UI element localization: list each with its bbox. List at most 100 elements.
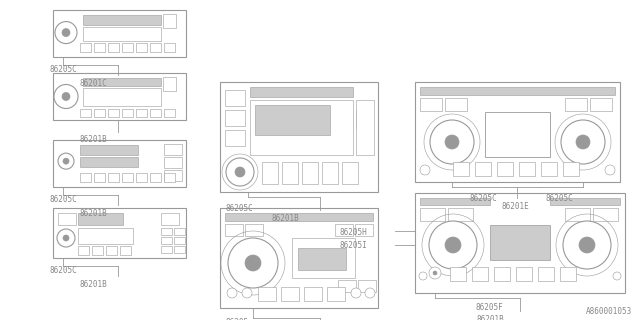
Bar	[338, 280, 356, 292]
Circle shape	[245, 255, 261, 271]
Bar	[164, 157, 182, 168]
Circle shape	[420, 165, 430, 175]
Bar	[250, 100, 353, 155]
Text: 86205C: 86205C	[470, 194, 498, 203]
Bar	[163, 14, 176, 28]
Bar	[420, 87, 615, 95]
Bar	[415, 82, 620, 182]
Bar	[590, 98, 612, 111]
Bar	[92, 246, 103, 255]
Bar	[519, 162, 535, 176]
Bar	[335, 224, 353, 236]
Text: 86201E: 86201E	[502, 202, 530, 211]
Bar	[122, 109, 133, 117]
Text: 86205C: 86205C	[545, 194, 573, 203]
Bar	[94, 173, 105, 182]
Bar	[83, 88, 161, 106]
Bar	[78, 246, 89, 255]
Bar	[245, 224, 263, 236]
Text: 86205C: 86205C	[50, 195, 77, 204]
Bar	[83, 27, 161, 41]
Bar	[106, 246, 117, 255]
Bar	[94, 43, 105, 52]
Bar	[80, 43, 91, 52]
Circle shape	[561, 120, 605, 164]
Bar	[108, 43, 119, 52]
Circle shape	[226, 158, 254, 186]
Bar	[122, 173, 133, 182]
Bar	[355, 224, 373, 236]
Text: 86201B: 86201B	[476, 315, 504, 320]
Bar	[342, 162, 358, 184]
Text: 86205F: 86205F	[475, 303, 503, 312]
Bar	[122, 43, 133, 52]
Bar	[80, 145, 138, 155]
Bar	[164, 109, 175, 117]
Bar	[565, 208, 590, 221]
Bar	[258, 287, 276, 301]
Circle shape	[54, 84, 78, 108]
Bar	[78, 213, 123, 225]
Bar	[53, 140, 186, 187]
Bar	[225, 130, 245, 146]
Bar	[225, 90, 245, 106]
Bar	[83, 78, 161, 86]
Bar	[356, 110, 370, 128]
Text: 86201B: 86201B	[79, 209, 107, 218]
Circle shape	[419, 272, 427, 280]
Bar	[164, 43, 175, 52]
Circle shape	[57, 229, 75, 247]
Bar	[225, 213, 373, 221]
Circle shape	[63, 235, 69, 241]
Circle shape	[351, 288, 361, 298]
Bar	[250, 87, 353, 97]
Text: 86205I: 86205I	[340, 241, 368, 250]
Bar	[174, 237, 185, 244]
Circle shape	[235, 167, 245, 177]
Bar	[136, 173, 147, 182]
Bar	[164, 144, 182, 155]
Circle shape	[365, 288, 375, 298]
Text: 86201B: 86201B	[79, 280, 107, 289]
Bar	[161, 246, 172, 253]
Bar	[94, 109, 105, 117]
Bar	[448, 208, 473, 221]
Circle shape	[429, 221, 477, 269]
Bar	[163, 77, 176, 91]
Bar	[108, 173, 119, 182]
Bar	[53, 208, 186, 258]
Bar	[80, 157, 138, 167]
Bar	[58, 213, 76, 225]
Text: 86201B: 86201B	[79, 135, 107, 144]
Circle shape	[445, 135, 459, 149]
Text: 86205: 86205	[225, 318, 248, 320]
Circle shape	[605, 165, 615, 175]
Bar	[150, 109, 161, 117]
Bar	[174, 228, 185, 235]
Bar	[450, 267, 466, 281]
Bar	[304, 287, 322, 301]
Bar	[136, 43, 147, 52]
Text: 86201C: 86201C	[79, 79, 107, 88]
Bar	[150, 43, 161, 52]
Bar	[415, 193, 625, 293]
Bar	[53, 73, 186, 120]
Bar	[497, 162, 513, 176]
Bar	[516, 267, 532, 281]
Bar	[174, 246, 185, 253]
Bar	[550, 198, 620, 205]
Circle shape	[242, 288, 252, 298]
Bar	[120, 246, 131, 255]
Bar	[78, 228, 133, 244]
Bar	[420, 208, 445, 221]
Circle shape	[576, 135, 590, 149]
Circle shape	[430, 120, 474, 164]
Circle shape	[445, 237, 461, 253]
Circle shape	[613, 272, 621, 280]
Bar	[475, 162, 491, 176]
Bar	[541, 162, 557, 176]
Bar	[494, 267, 510, 281]
Bar	[262, 162, 278, 184]
Circle shape	[228, 238, 278, 288]
Text: 86205C: 86205C	[225, 204, 253, 213]
